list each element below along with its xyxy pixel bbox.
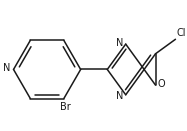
Text: O: O [157,79,165,89]
Text: N: N [116,91,124,101]
Text: N: N [116,38,124,48]
Text: N: N [3,63,10,73]
Text: Cl: Cl [177,28,186,38]
Text: Br: Br [60,102,71,112]
